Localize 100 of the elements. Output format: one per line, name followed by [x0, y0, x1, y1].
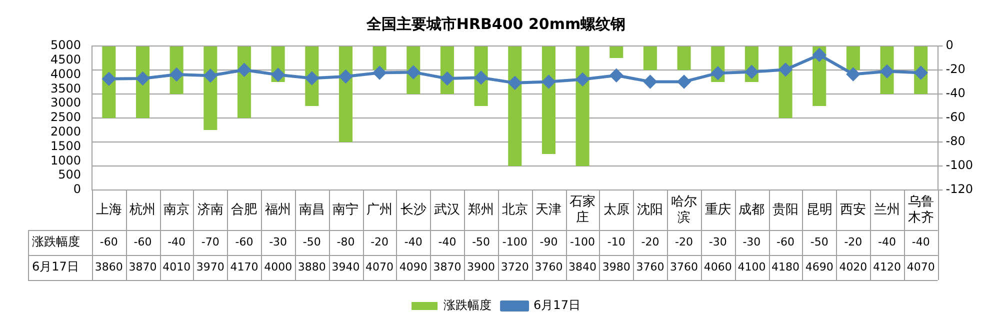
y-tick-label: 500	[58, 168, 81, 182]
data-label: 3760	[534, 260, 563, 274]
data-label: 3880	[298, 260, 326, 274]
point	[678, 75, 691, 88]
x-tick-label: 郑州	[468, 202, 494, 218]
text: 6月17日	[32, 260, 79, 274]
text: 涨跌幅度	[32, 234, 80, 249]
x-tick-label: 太原	[603, 202, 630, 218]
point	[373, 66, 386, 80]
data-label: 4060	[704, 260, 732, 274]
data-label: 3980	[602, 260, 630, 274]
point	[238, 63, 251, 76]
legend-label: 6月17日	[534, 298, 580, 312]
x-tick-label: 南昌	[298, 202, 325, 218]
x-tick-label: 武汉	[434, 202, 460, 218]
data-label: -60	[100, 235, 118, 248]
data-label: -20	[844, 235, 862, 248]
data-label: -60	[235, 235, 254, 248]
point	[440, 72, 454, 86]
x-tick-label: 广州	[366, 202, 393, 218]
y-tick-label: 2500	[50, 110, 81, 124]
y-tick-label: 3500	[50, 81, 81, 96]
data-label: 4070	[906, 260, 935, 274]
data-label: 4100	[738, 260, 766, 274]
point	[542, 75, 556, 88]
data-label: -30	[742, 235, 761, 248]
y2-tick-label: -60	[946, 110, 966, 124]
data-label: 4070	[366, 260, 394, 274]
x-tick-label: 合肥	[231, 202, 258, 218]
data-label: -100	[570, 235, 596, 248]
data-label: 3840	[568, 260, 597, 274]
x-tick-label: 昆明	[806, 202, 832, 218]
data-label: -100	[502, 235, 528, 248]
data-label: -30	[708, 235, 727, 248]
point	[474, 71, 488, 84]
point	[779, 63, 792, 76]
data-label: -30	[269, 235, 288, 248]
data-label: -50	[810, 235, 828, 248]
legend-label: 涨跌幅度	[444, 298, 492, 312]
x-tick-label: 沈阳	[637, 202, 664, 218]
data-label: -10	[607, 235, 626, 248]
data-label: 3760	[636, 260, 664, 274]
data-label: 3870	[433, 260, 462, 274]
data-label: -50	[472, 235, 490, 248]
x-tick-label: 重庆	[704, 202, 731, 218]
data-label: -80	[336, 235, 355, 248]
y2-tick-label: -100	[946, 158, 973, 172]
x-tick-label: 哈尔滨	[671, 194, 698, 226]
x-tick-label: 上海	[96, 202, 122, 218]
x-tick-label: 兰州	[874, 202, 900, 218]
data-label: -20	[370, 235, 389, 248]
point	[102, 72, 116, 86]
data-label: 4020	[839, 260, 868, 274]
data-label: -20	[675, 235, 694, 248]
point	[576, 72, 590, 86]
y2-tick-label: -120	[946, 182, 973, 196]
data-label: 3940	[332, 260, 360, 274]
data-label: 3760	[670, 260, 698, 274]
x-tick-label: 石家庄	[570, 193, 596, 226]
data-label: -40	[404, 235, 422, 248]
x-tick-label: 济南	[197, 202, 224, 218]
y-tick-label: 5000	[50, 38, 81, 52]
x-tick-label: 天津	[536, 202, 562, 218]
x-tick-label: 福州	[265, 202, 292, 218]
point	[610, 68, 623, 82]
y2-tick-label: 0	[946, 38, 954, 52]
y-tick-label: 3000	[50, 96, 81, 110]
data-label: 4010	[162, 260, 191, 274]
y2-tick-label: -20	[946, 62, 966, 76]
y-tick-label: 4000	[50, 66, 81, 81]
data-label: -40	[912, 235, 930, 248]
data-label: -60	[134, 235, 152, 248]
x-tick-label: 杭州	[128, 202, 156, 218]
data-label: 3970	[196, 260, 224, 274]
y2-tick-label: -40	[946, 86, 966, 100]
data-label: 3870	[128, 260, 157, 274]
x-tick-label: 南宁	[332, 201, 359, 218]
point	[508, 76, 522, 90]
x-tick-label: 贵阳	[772, 202, 799, 218]
point	[305, 72, 318, 85]
point	[272, 68, 285, 82]
data-label: -90	[540, 235, 558, 248]
point	[745, 65, 758, 78]
y2-tick-label: -80	[946, 134, 966, 148]
data-label: 4180	[772, 260, 800, 274]
y-tick-label: 2000	[50, 124, 81, 139]
x-tick-label: 西安	[840, 201, 866, 218]
data-label: 3900	[467, 260, 496, 274]
y-tick-label: 4500	[50, 52, 81, 67]
x-tick-label: 长沙	[400, 202, 426, 218]
x-tick-label: 南京	[164, 202, 190, 218]
data-label: -50	[302, 235, 321, 248]
data-label: 3860	[94, 260, 123, 274]
point	[339, 70, 352, 84]
point	[711, 66, 724, 80]
point	[812, 48, 826, 62]
data-label: 4120	[873, 260, 902, 274]
data-label: 3720	[500, 260, 529, 274]
y-tick-label: 1000	[50, 153, 81, 168]
data-label: 4090	[399, 260, 428, 274]
